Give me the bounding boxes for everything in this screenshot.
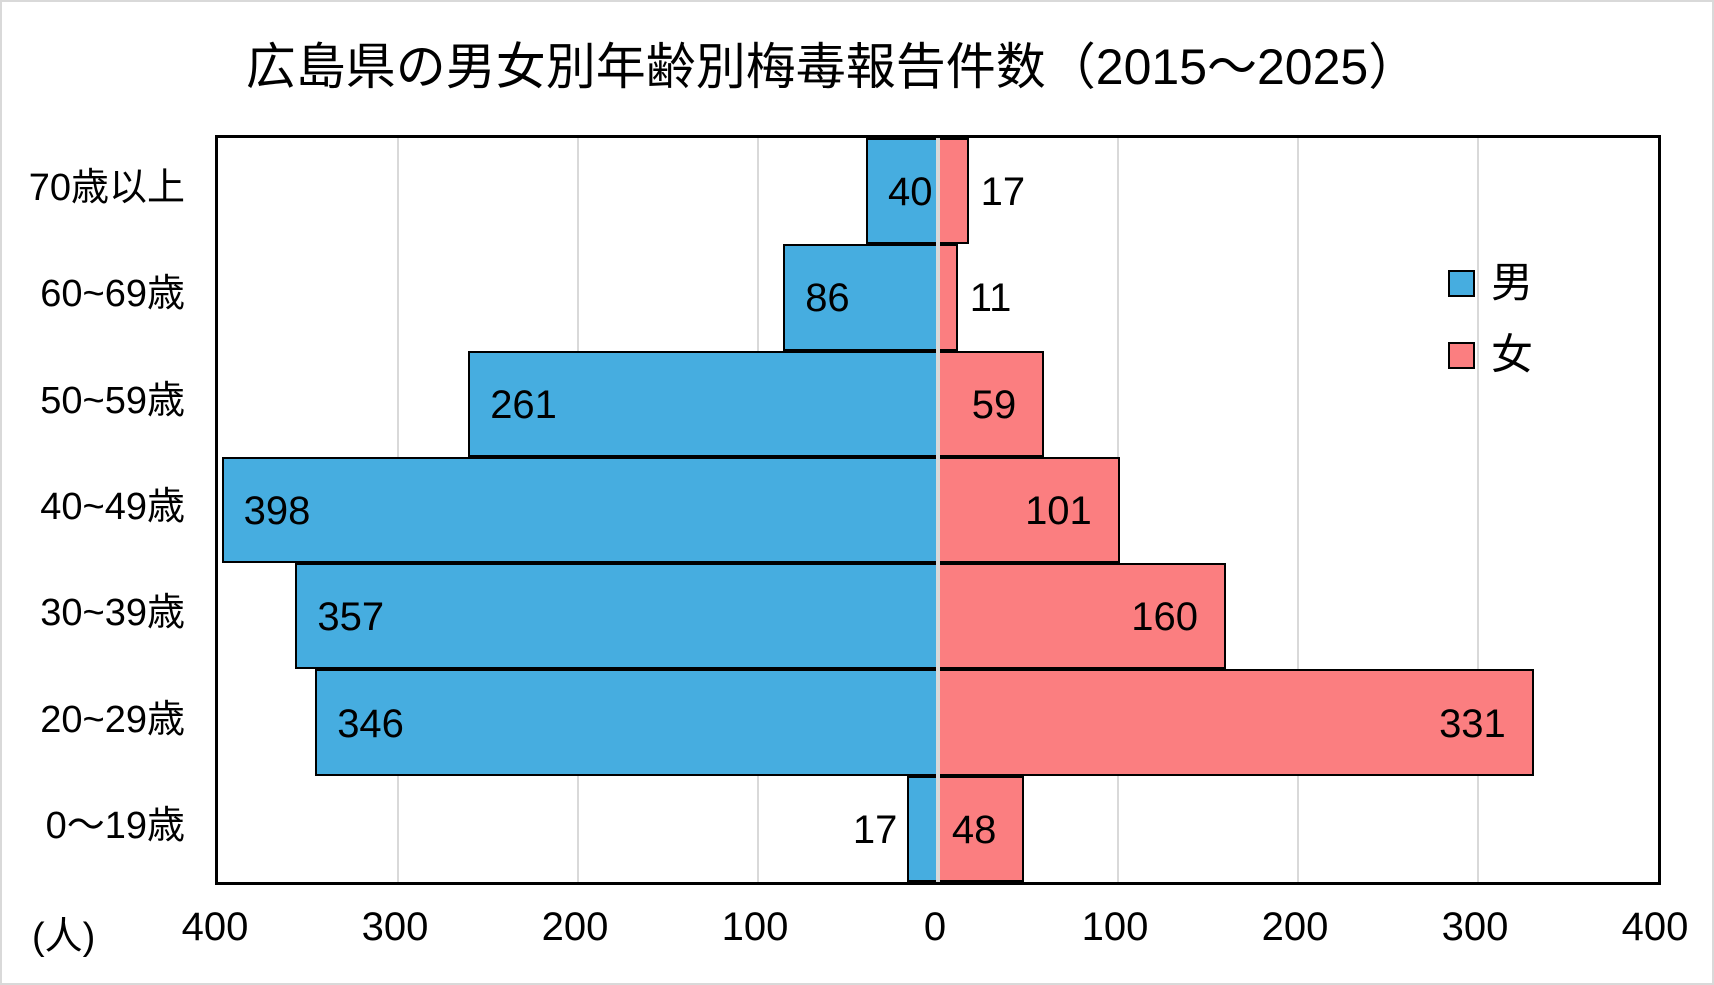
male-value-label: 86 [805, 276, 850, 321]
zero-gridline [936, 138, 940, 882]
x-tick-label: 200 [541, 905, 609, 949]
female-bar [938, 244, 958, 351]
male-bar [866, 138, 938, 245]
male-bar [295, 563, 938, 670]
x-tick-label: 300 [361, 905, 429, 949]
female-legend-swatch-icon [1448, 341, 1475, 369]
x-tick-label: 100 [1081, 905, 1149, 949]
female-bar [938, 456, 1120, 564]
female-value-label: 101 [1025, 489, 1092, 533]
category-label: 0～19歳 [45, 804, 185, 847]
female-value-label: 17 [980, 170, 1026, 215]
x-tick-label: 400 [181, 905, 249, 949]
x-tick-label: 200 [1261, 905, 1329, 949]
male-value-label: 17 [852, 807, 898, 852]
male-value-label: 346 [337, 701, 404, 746]
female-value-label: 11 [969, 276, 1012, 321]
male-bar [468, 350, 938, 457]
male-value-label: 261 [490, 382, 557, 427]
male-value-label: 398 [243, 489, 311, 533]
x-tick-label: 300 [1441, 905, 1509, 949]
male-bar [907, 775, 938, 882]
female-value-label: 59 [971, 382, 1017, 427]
category-label: 50~59歳 [40, 379, 185, 422]
male-value-label: 40 [888, 170, 933, 215]
category-label: 40~49歳 [40, 486, 185, 528]
axis-unit-label: (人) [32, 916, 96, 958]
male-bar [783, 244, 938, 351]
legend-item-male: 男 [1448, 262, 1533, 304]
category-label: 30~39歳 [40, 592, 185, 635]
category-label: 60~69歳 [40, 273, 185, 316]
x-tick-label: 400 [1621, 905, 1689, 949]
female-bar [938, 563, 1226, 670]
chart-title: 広島県の男女別年齢別梅毒報告件数（2015～2025） [245, 39, 1419, 95]
x-tick-label: 0 [923, 905, 947, 949]
x-tick-label: 100 [721, 905, 789, 949]
male-bar [315, 669, 938, 776]
male-bar [221, 456, 938, 564]
legend: 男 女 [1448, 262, 1533, 376]
male-legend-label: 男 [1491, 259, 1534, 306]
female-value-label: 160 [1131, 595, 1198, 640]
legend-item-female: 女 [1448, 334, 1533, 376]
female-bar [938, 350, 1045, 457]
female-value-label: 331 [1439, 701, 1506, 746]
plot-area: 40 17 86 11 261 59 398 101 357 160 346 331 17 48 [215, 135, 1661, 885]
gridline [1477, 138, 1479, 882]
gridline [1297, 138, 1299, 882]
category-label: 20~29歳 [40, 698, 185, 741]
male-legend-swatch-icon [1448, 269, 1475, 297]
female-bar [938, 669, 1534, 776]
female-value-label: 48 [951, 807, 997, 852]
male-value-label: 357 [317, 595, 385, 640]
female-bar [938, 138, 969, 245]
female-legend-label: 女 [1491, 331, 1534, 378]
category-label: 70歳以上 [28, 167, 185, 210]
